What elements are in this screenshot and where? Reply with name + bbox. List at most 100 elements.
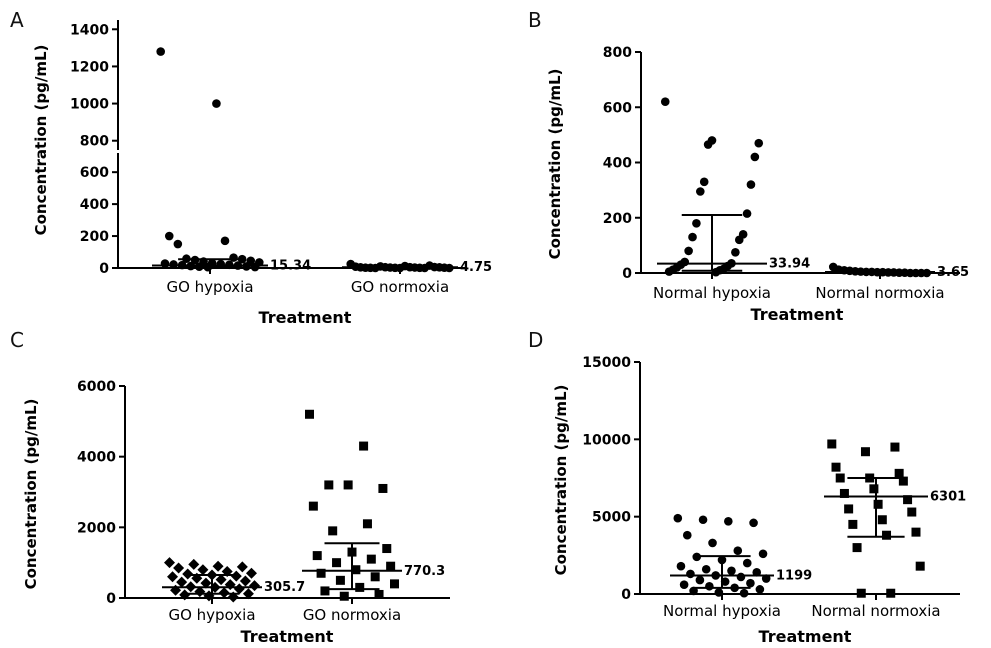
panel-d-data-point xyxy=(708,538,717,548)
panel-d-data-point xyxy=(733,546,743,555)
panel-a-y-tick-label: 200 xyxy=(80,229,109,245)
panel-a-data-point xyxy=(229,253,238,262)
panel-d-data-point xyxy=(682,530,692,540)
panel-c-data-point xyxy=(382,544,392,554)
panel-d-data-point xyxy=(831,462,841,472)
panel-b-y-tick-label: 0 xyxy=(622,266,632,282)
panel-c-data-point xyxy=(359,441,369,451)
panel-d-data-point xyxy=(877,515,887,525)
panel-d-data-point xyxy=(749,518,758,528)
panel-d: D Concentration (pg/mL) Treatment 0 5000 1… xyxy=(528,328,966,646)
panel-c-data-point xyxy=(224,579,236,591)
panel-d-data-point xyxy=(686,569,695,579)
panel-c-data-point xyxy=(179,589,191,601)
panel-c-data-point xyxy=(324,480,334,490)
panel-d-data-point xyxy=(882,530,892,540)
panel-d-data-point xyxy=(848,519,858,529)
panel-d-data-point xyxy=(844,504,854,514)
panel-d-y-label: Concentration (pg/mL) xyxy=(552,385,570,576)
panel-a: A Concentration (pg/mL) Treatment 0 200 40… xyxy=(10,8,492,327)
panel-b-data-point xyxy=(703,140,713,149)
panel-d-data-point xyxy=(720,577,730,586)
panel-c-x-tick-label: GO hypoxia xyxy=(168,606,255,624)
panel-c-data-point xyxy=(378,483,388,493)
panel-b-data-point xyxy=(664,267,674,276)
panel-c-data-point xyxy=(242,588,254,600)
panel-d-data-point xyxy=(755,585,765,594)
panel-a-y-tick-label: 1000 xyxy=(70,97,109,113)
panel-d-data-point xyxy=(852,543,862,553)
panel-b: B Concentration (pg/mL) Treatment 0 200 40… xyxy=(528,8,969,324)
panel-c-data-point xyxy=(370,572,380,582)
panel-b-plot: 0 200 400 600 800 Normal hypoxia Normal normox… xyxy=(603,45,969,302)
panel-c-data-point xyxy=(167,571,179,583)
panel-d-data-point xyxy=(746,578,755,588)
panel-c-data-point xyxy=(343,480,353,490)
panel-c-y-tick-label: 2000 xyxy=(77,520,116,536)
panel-b-median-label: 3.65 xyxy=(937,265,969,280)
panel-d-data-point xyxy=(705,581,714,591)
panel-b-x-label: Treatment xyxy=(751,305,844,324)
panel-c: C Concentration (pg/mL) Treatment 0 2000 4… xyxy=(10,328,450,646)
panel-c-y-label: Concentration (pg/mL) xyxy=(22,399,40,590)
panel-d-data-point xyxy=(839,488,849,498)
panel-a-plot: 0 200 400 600 800 1000 1200 1400 GO hypoxia GO no… xyxy=(70,20,492,296)
panel-c-data-point xyxy=(328,526,338,536)
panel-b-y-tick-label: 200 xyxy=(603,211,632,227)
panel-b-x-tick-label: Normal hypoxia xyxy=(653,284,771,302)
panel-d-y-tick-label: 5000 xyxy=(592,510,631,526)
panel-a-y-tick-label: 600 xyxy=(80,165,109,181)
panel-b-data-point xyxy=(742,209,752,218)
panel-d-data-point xyxy=(676,561,686,571)
panel-c-data-point xyxy=(316,568,326,578)
panel-d-data-point xyxy=(890,442,900,452)
panel-a-data-point xyxy=(220,236,230,246)
panel-d-data-point xyxy=(860,447,870,457)
panel-c-median-label: 770.3 xyxy=(404,564,445,579)
panel-d-data-point xyxy=(835,473,845,483)
panel-d-data-point xyxy=(758,549,768,559)
panel-c-data-point xyxy=(362,519,372,529)
panel-b-median-label: 33.94 xyxy=(769,257,810,272)
panel-c-data-point xyxy=(308,501,318,511)
panel-c-data-point xyxy=(335,575,345,585)
panel-a-data-point xyxy=(250,262,260,272)
panel-b-y-label: Concentration (pg/mL) xyxy=(546,69,564,260)
panel-a-y-label: Concentration (pg/mL) xyxy=(32,45,50,236)
panel-b-y-tick-label: 400 xyxy=(603,156,632,172)
panel-b-data-point xyxy=(731,247,740,257)
panel-d-data-point xyxy=(739,588,749,598)
panel-b-data-point xyxy=(746,180,756,189)
panel-a-data-point xyxy=(237,254,247,264)
panel-c-data-point xyxy=(200,577,212,589)
panel-c-data-point xyxy=(164,557,175,569)
panel-c-data-point xyxy=(339,591,349,601)
panel-d-data-point xyxy=(698,515,708,525)
panel-b-y-tick-label: 600 xyxy=(603,100,632,116)
panel-b-data-point xyxy=(734,235,744,245)
panel-d-data-point xyxy=(714,588,724,597)
panel-d-x-label: Treatment xyxy=(759,627,852,646)
panel-a-y-tick-label: 400 xyxy=(80,197,109,213)
panel-a-x-tick-label: GO normoxia xyxy=(351,278,449,296)
panel-d-plot: 0 5000 10000 15000 Normal hypoxia Normal norm… xyxy=(582,355,966,620)
panel-d-data-point xyxy=(907,507,917,517)
panel-c-data-point xyxy=(305,409,314,419)
panel-d-data-point xyxy=(915,561,925,571)
panel-a-data-point xyxy=(156,47,165,56)
panel-c-y-tick-label: 6000 xyxy=(77,379,116,395)
panel-d-data-point xyxy=(673,513,683,523)
panel-c-data-point xyxy=(218,587,230,599)
panel-c-data-point xyxy=(197,564,209,576)
panel-letter-d: D xyxy=(528,328,543,352)
panel-a-data-point xyxy=(173,239,183,249)
panel-c-data-point xyxy=(249,580,260,592)
panel-b-y-tick-label: 800 xyxy=(603,45,632,61)
panel-c-data-point xyxy=(312,551,322,561)
panel-b-x-tick-label: Normal normoxia xyxy=(815,284,944,302)
panel-c-data-point xyxy=(390,579,399,589)
panel-d-y-tick-label: 10000 xyxy=(582,432,631,448)
panel-c-data-point xyxy=(332,558,342,568)
panel-letter-c: C xyxy=(10,328,24,352)
panel-d-data-point xyxy=(911,527,921,537)
